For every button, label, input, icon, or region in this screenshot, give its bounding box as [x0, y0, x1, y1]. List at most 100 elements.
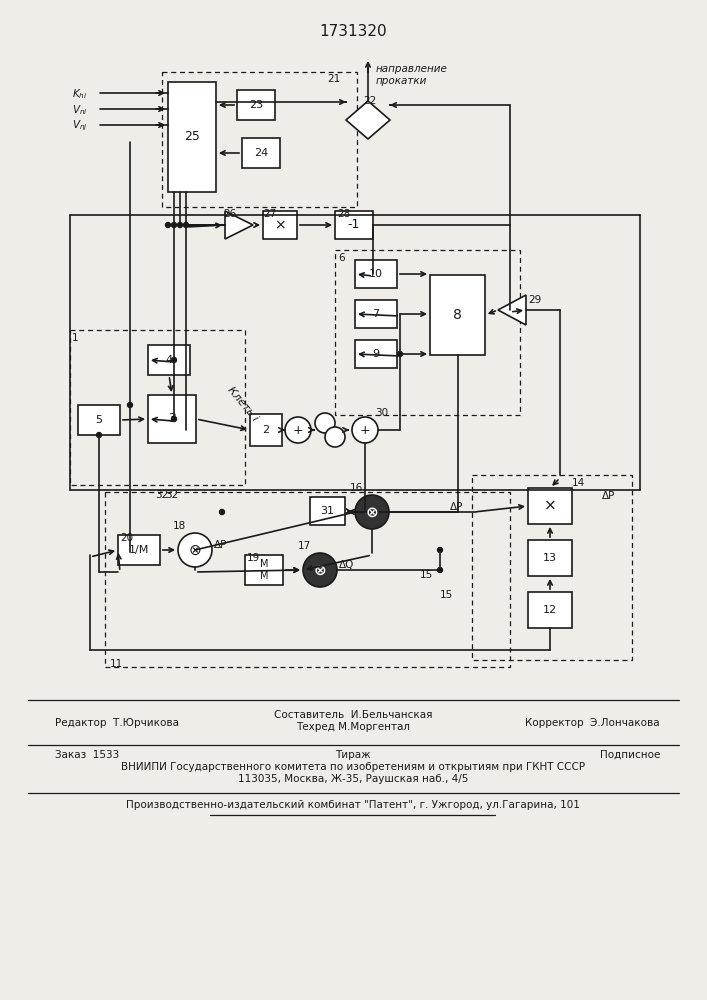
Circle shape [219, 510, 225, 514]
Bar [430, 275, 485, 355]
Bar [355, 300, 397, 328]
Text: 11: 11 [110, 659, 123, 669]
Text: Клеть i: Клеть i [225, 385, 259, 423]
Text: ⊗: ⊗ [314, 562, 327, 578]
Text: 28: 28 [337, 209, 350, 219]
Text: ⊗: ⊗ [366, 504, 378, 520]
Text: +: + [293, 424, 303, 436]
Circle shape [127, 402, 132, 408]
Bar [78, 405, 120, 435]
Circle shape [177, 223, 182, 228]
Circle shape [178, 533, 212, 567]
Circle shape [438, 548, 443, 552]
Text: направление
прокатки: направление прокатки [376, 64, 448, 86]
Circle shape [325, 427, 345, 447]
Bar [162, 72, 357, 207]
Circle shape [172, 416, 177, 422]
Text: Составитель  И.Бельчанская: Составитель И.Бельчанская [274, 710, 432, 720]
Bar [118, 535, 160, 565]
Text: Производственно-издательский комбинат "Патент", г. Ужгород, ул.Гагарина, 101: Производственно-издательский комбинат "П… [126, 800, 580, 810]
Text: $V_{ni}$: $V_{ni}$ [72, 103, 88, 117]
Text: 1: 1 [72, 333, 78, 343]
Text: 16: 16 [350, 483, 363, 493]
Text: Техред М.Моргентал: Техред М.Моргентал [296, 722, 410, 732]
Text: 24: 24 [254, 148, 268, 158]
Text: ×: × [274, 218, 286, 232]
Circle shape [96, 432, 102, 438]
Text: 12: 12 [543, 605, 557, 615]
Circle shape [352, 417, 378, 443]
Text: 26: 26 [223, 209, 236, 219]
Circle shape [172, 358, 177, 362]
Bar [355, 340, 397, 368]
Bar [250, 414, 282, 446]
Text: 31: 31 [320, 506, 334, 516]
Text: Тираж: Тираж [335, 750, 370, 760]
Text: 20: 20 [120, 533, 133, 543]
Text: 22: 22 [363, 96, 376, 106]
Bar [310, 497, 345, 525]
Bar [168, 82, 216, 192]
Polygon shape [346, 101, 390, 139]
Text: 15: 15 [440, 590, 453, 600]
Text: 10: 10 [369, 269, 383, 279]
Polygon shape [498, 295, 526, 325]
Polygon shape [225, 211, 253, 239]
Text: Редактор  Т.Юрчикова: Редактор Т.Юрчикова [55, 718, 179, 728]
Text: 1/M: 1/M [129, 545, 149, 555]
Bar [237, 90, 275, 120]
Text: +: + [360, 424, 370, 436]
Circle shape [285, 417, 311, 443]
Text: ΔP: ΔP [214, 540, 228, 550]
Text: 27: 27 [263, 209, 276, 219]
Text: 4: 4 [165, 355, 173, 365]
Text: 7: 7 [373, 309, 380, 319]
Text: ВНИИПИ Государственного комитета по изобретениям и открытиям при ГКНТ СССР: ВНИИПИ Государственного комитета по изоб… [121, 762, 585, 772]
Text: ΔQ: ΔQ [339, 560, 354, 570]
Text: 17: 17 [298, 541, 311, 551]
Text: 32: 32 [155, 490, 168, 500]
Bar [148, 395, 196, 443]
Bar [148, 345, 190, 375]
Text: ΔP: ΔP [450, 502, 463, 512]
Text: ×: × [544, 498, 556, 514]
Text: 32: 32 [165, 490, 178, 500]
Bar [70, 330, 245, 485]
Text: 18: 18 [173, 521, 186, 531]
Text: 113035, Москва, Ж-35, Раушская наб., 4/5: 113035, Москва, Ж-35, Раушская наб., 4/5 [238, 774, 468, 784]
Bar [528, 488, 572, 524]
Text: 9: 9 [373, 349, 380, 359]
Text: 25: 25 [184, 130, 200, 143]
Text: M
M: M M [259, 559, 268, 581]
Text: -1: -1 [348, 219, 360, 232]
Text: 2: 2 [262, 425, 269, 435]
Circle shape [165, 223, 170, 228]
Text: 1731320: 1731320 [319, 24, 387, 39]
Circle shape [315, 413, 335, 433]
Circle shape [397, 352, 402, 357]
Circle shape [172, 223, 177, 228]
Bar [528, 592, 572, 628]
Text: 15: 15 [420, 570, 433, 580]
Text: ΔP: ΔP [602, 491, 615, 501]
Bar [245, 555, 283, 585]
Text: 3: 3 [168, 412, 176, 426]
Text: $V_{nj}$: $V_{nj}$ [72, 119, 88, 133]
Text: 14: 14 [572, 478, 585, 488]
Text: Корректор  Э.Лончакова: Корректор Э.Лончакова [525, 718, 660, 728]
Text: 30: 30 [375, 408, 388, 418]
Bar [263, 211, 297, 239]
Text: 13: 13 [543, 553, 557, 563]
Bar [335, 250, 520, 415]
Bar [355, 260, 397, 288]
Circle shape [355, 495, 389, 529]
Text: Заказ  1533: Заказ 1533 [55, 750, 119, 760]
Text: Подписное: Подписное [600, 750, 660, 760]
Text: 8: 8 [453, 308, 462, 322]
Bar [335, 211, 373, 239]
Text: 21: 21 [327, 74, 340, 84]
Bar [242, 138, 280, 168]
Text: 6: 6 [338, 253, 344, 263]
Bar [472, 475, 632, 660]
Text: 5: 5 [95, 415, 103, 425]
